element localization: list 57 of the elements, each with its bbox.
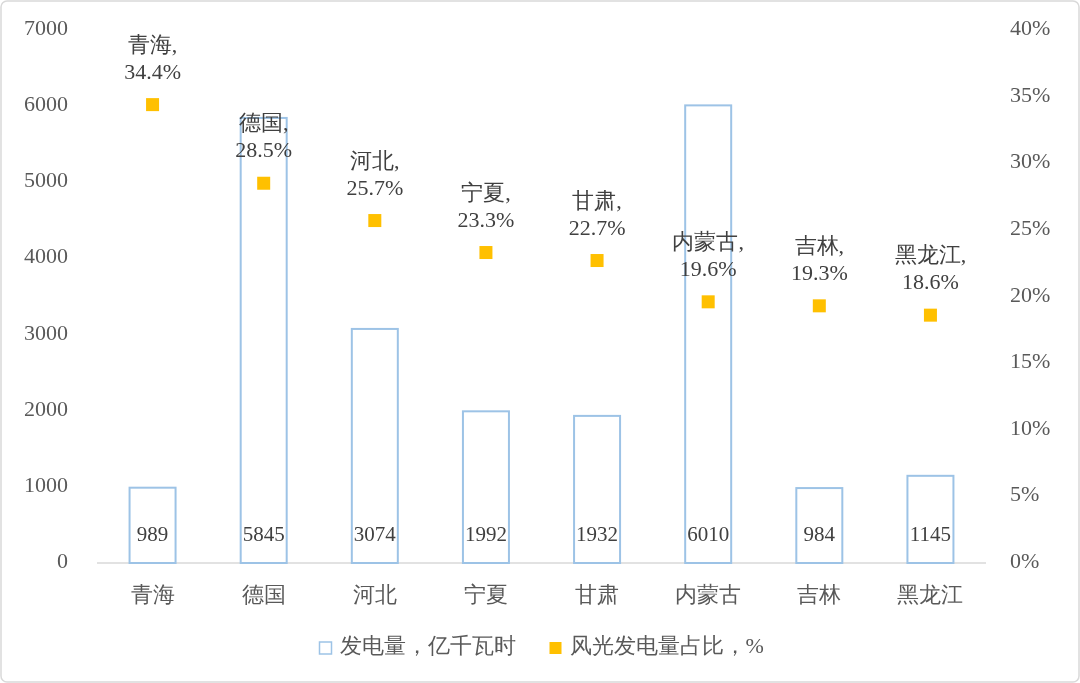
data-label: 6010 [687, 521, 730, 546]
data-label: 984 [803, 521, 836, 546]
data-label: 德国, 28.5% [235, 110, 293, 163]
data-label: 吉林, 19.3% [790, 232, 848, 285]
point [590, 254, 604, 268]
point [146, 98, 160, 112]
y2-tick-label: 5% [1010, 481, 1040, 507]
y2-tick-label: 15% [1010, 348, 1051, 374]
data-label: 宁夏, 23.3% [457, 179, 515, 232]
data-label: 989 [136, 521, 169, 546]
point [701, 295, 715, 309]
bar [350, 327, 399, 564]
x-tick-label: 德国 [241, 582, 286, 608]
point [923, 308, 937, 322]
data-label: 1992 [464, 521, 507, 546]
data-label: 青海, 34.4% [124, 31, 181, 84]
y2-tick-label: 35% [1010, 81, 1051, 107]
point [479, 246, 493, 260]
data-label: 1932 [576, 521, 619, 546]
bar [795, 487, 844, 564]
bar [906, 474, 955, 564]
point [257, 176, 271, 190]
x-tick-label: 吉林 [797, 582, 842, 608]
point [368, 214, 382, 228]
y2-tick-label: 40% [1010, 15, 1051, 41]
x-tick-label: 河北 [352, 582, 397, 608]
y2-tick-label: 0% [1010, 548, 1040, 574]
y-tick-label: 3000 [24, 319, 68, 345]
y2-tick-label: 10% [1010, 414, 1051, 440]
y-tick-label: 1000 [24, 471, 68, 497]
y2-tick-label: 30% [1010, 148, 1051, 174]
data-label: 5845 [242, 521, 285, 546]
point [812, 299, 826, 313]
bar [461, 410, 510, 564]
x-tick-label: 甘肃 [575, 582, 620, 608]
legend-label: 风光发电量占比，% [569, 633, 764, 659]
y-tick-label: 5000 [24, 167, 68, 193]
y2-tick-label: 25% [1010, 214, 1051, 240]
bar [573, 414, 622, 564]
x-tick-label: 内蒙古 [675, 582, 742, 608]
y-tick-label: 0 [57, 548, 68, 574]
y-tick-label: 4000 [24, 243, 68, 269]
y-tick-label: 2000 [24, 395, 68, 421]
data-label: 1145 [909, 521, 952, 546]
data-label: 内蒙古, 19.6% [672, 228, 744, 281]
data-label: 3074 [353, 521, 397, 546]
legend-label: 发电量，亿千瓦时 [339, 633, 516, 659]
x-tick-label: 青海 [130, 582, 175, 608]
y-tick-label: 6000 [24, 91, 68, 117]
y2-tick-label: 20% [1010, 281, 1051, 307]
x-tick-label: 宁夏 [463, 582, 508, 608]
x-tick-label: 黑龙江 [897, 582, 964, 608]
data-label: 黑龙江, 18.6% [894, 242, 967, 295]
data-label: 河北, 25.7% [346, 147, 404, 200]
data-label: 甘肃, 22.7% [568, 187, 626, 240]
bar [128, 486, 177, 564]
y-tick-label: 7000 [24, 15, 68, 41]
